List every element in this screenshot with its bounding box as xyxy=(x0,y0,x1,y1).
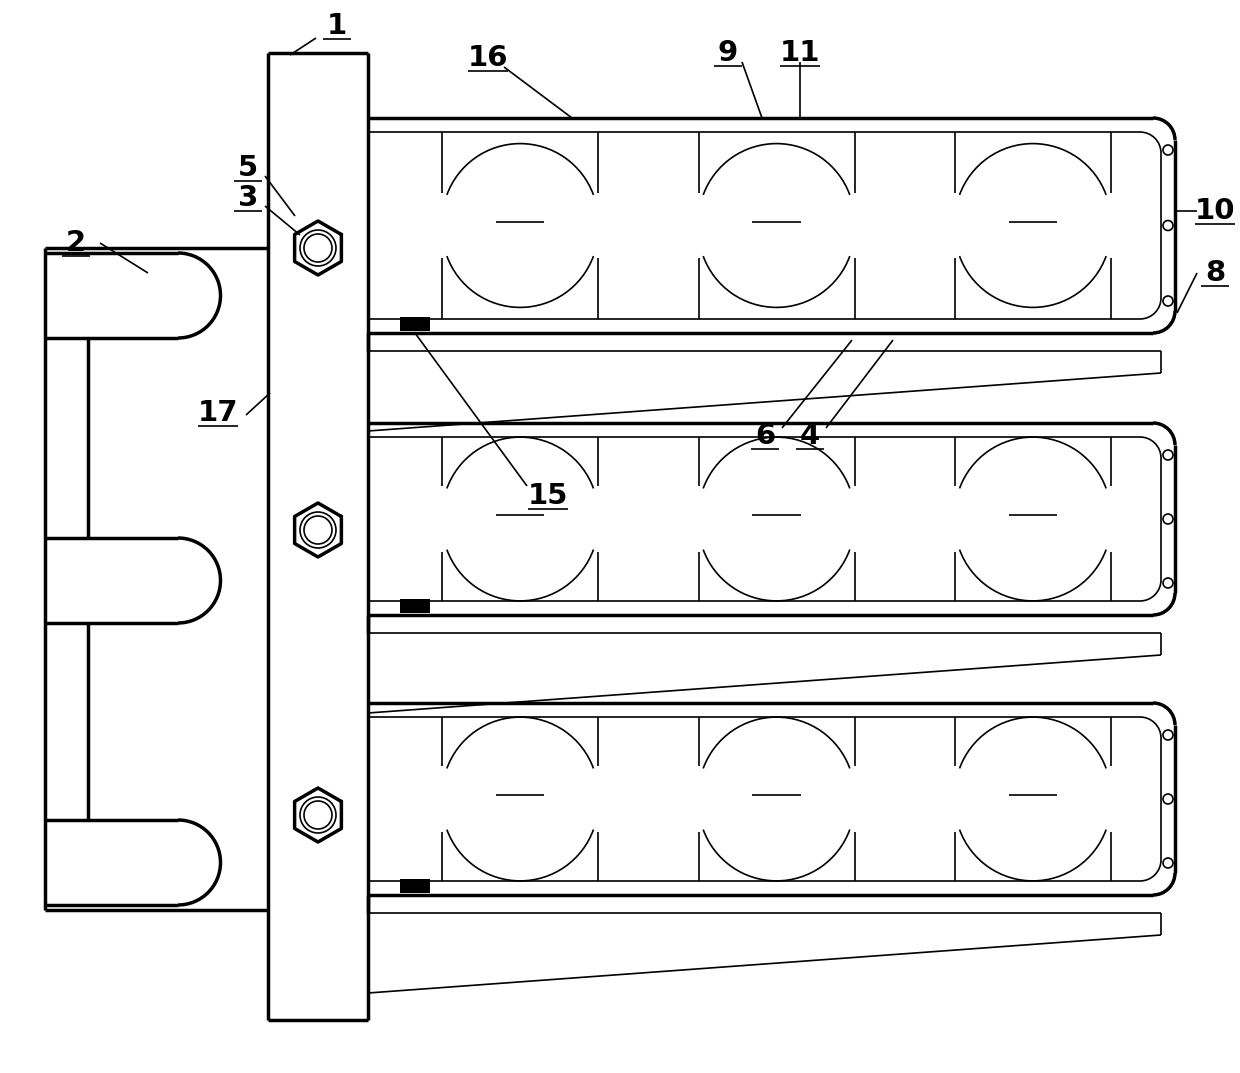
Text: 17: 17 xyxy=(197,399,238,427)
Text: 8: 8 xyxy=(1205,259,1225,286)
Text: 6: 6 xyxy=(755,422,775,450)
Text: 1: 1 xyxy=(327,12,347,40)
Text: 2: 2 xyxy=(66,229,86,258)
Text: 4: 4 xyxy=(800,422,820,450)
Text: 5: 5 xyxy=(238,155,258,182)
Text: 3: 3 xyxy=(238,183,258,212)
Text: 11: 11 xyxy=(780,39,820,67)
Text: 15: 15 xyxy=(528,482,568,510)
Text: 10: 10 xyxy=(1195,197,1235,225)
Text: 16: 16 xyxy=(467,44,508,72)
Bar xyxy=(401,879,430,893)
Text: 9: 9 xyxy=(718,39,738,67)
Bar xyxy=(401,599,430,613)
Bar xyxy=(401,317,430,330)
